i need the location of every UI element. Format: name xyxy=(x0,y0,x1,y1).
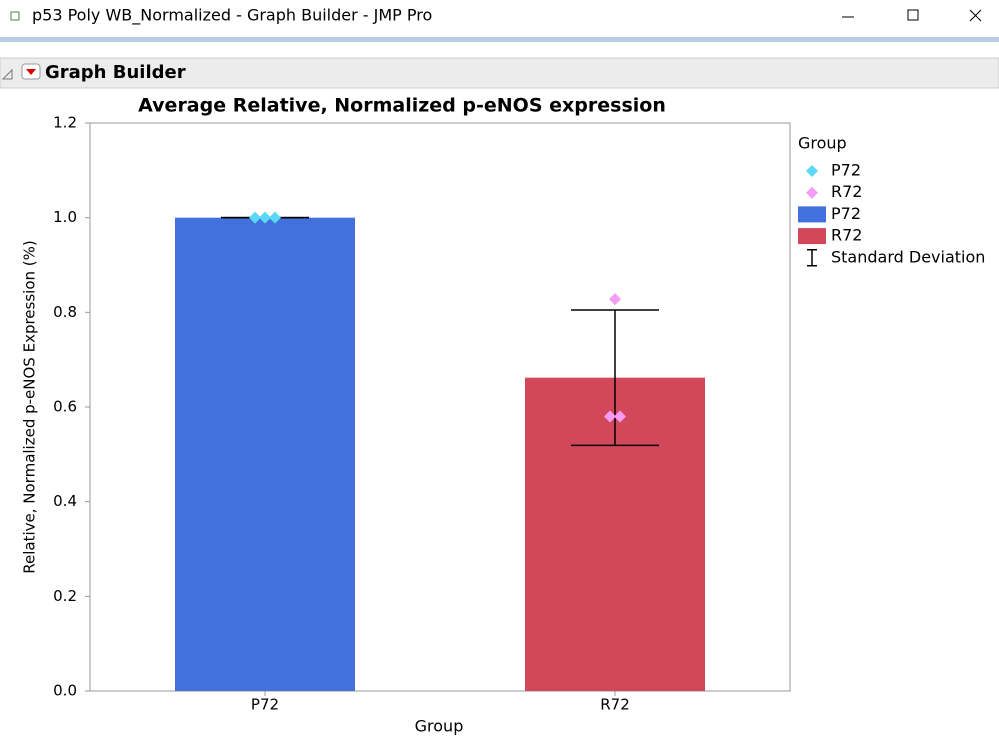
y-tick-label: 1.2 xyxy=(53,114,77,132)
legend-bar-swatch xyxy=(798,228,826,245)
window-title: p53 Poly WB_Normalized - Graph Builder -… xyxy=(32,6,432,26)
data-point xyxy=(614,410,626,423)
legend-label: P72 xyxy=(831,204,861,223)
data-point xyxy=(269,211,281,224)
legend-bar-swatch xyxy=(798,206,826,223)
legend-point-swatch xyxy=(806,165,818,177)
legend-error-swatch xyxy=(807,249,817,267)
bar xyxy=(175,217,355,691)
maximize-button[interactable] xyxy=(907,9,919,21)
title-bar xyxy=(0,0,999,36)
data-point xyxy=(604,410,616,423)
data-point xyxy=(259,211,271,224)
chart-title: Average Relative, Normalized p-eNOS expr… xyxy=(138,95,666,117)
x-tick-label: P72 xyxy=(251,696,279,714)
y-tick-label: 0.8 xyxy=(53,303,77,321)
y-tick-label: 0.4 xyxy=(53,492,77,510)
content xyxy=(0,42,999,746)
legend-label: R72 xyxy=(831,182,862,201)
x-tick-label: R72 xyxy=(600,696,630,714)
y-tick-label: 0.0 xyxy=(53,682,77,700)
red-triangle-icon xyxy=(26,69,36,75)
app-icon xyxy=(10,11,20,21)
window-border xyxy=(0,37,999,42)
panel-title: Graph Builder xyxy=(45,62,186,83)
legend-point-swatch xyxy=(806,186,818,199)
y-axis-label: Relative, Normalized p-eNOS Expression (… xyxy=(21,240,39,574)
data-point xyxy=(249,211,261,224)
legend-label: Standard Deviation xyxy=(831,247,985,266)
data-point xyxy=(609,293,621,306)
x-axis-label: Group xyxy=(415,717,464,736)
panel-header xyxy=(0,57,999,89)
y-tick-label: 1.0 xyxy=(53,208,77,226)
legend-label: P72 xyxy=(831,161,861,180)
disclosure-triangle[interactable] xyxy=(1,68,13,80)
legend-label: R72 xyxy=(831,226,862,245)
close-button[interactable] xyxy=(969,9,982,22)
legend-title: Group xyxy=(798,134,847,153)
y-tick-label: 0.6 xyxy=(53,398,77,416)
y-tick-label: 0.2 xyxy=(53,587,77,605)
